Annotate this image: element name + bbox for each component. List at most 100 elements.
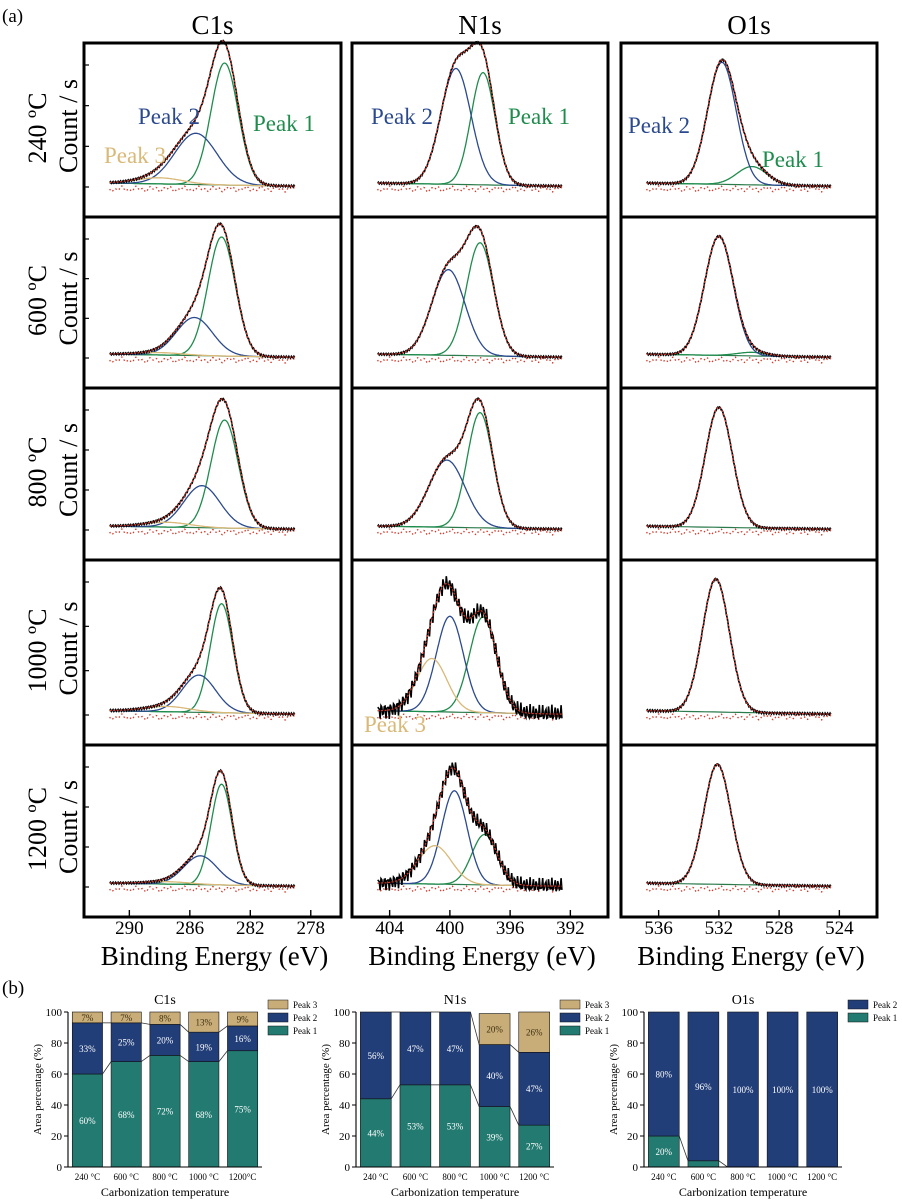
bar-category-label: 240 °C [75,1172,100,1182]
bar-data-label: 68% [118,1110,135,1120]
component-peak-1-line [377,242,562,358]
bar-segment-peak-2-1200-c [227,1025,259,1052]
bar-segment-peak-1-1200-c [227,1050,259,1168]
bar-segment-peak-2-1000-c [766,1011,799,1168]
legend-label-peak-3: Peak 3 [585,1000,610,1010]
component-peak-2-line [646,406,831,530]
bar-segment-peak-2-800-c [439,1011,471,1086]
bar-connector-line [509,1044,520,1053]
legend-label-peak-1: Peak 1 [293,1026,317,1036]
x-tick-label: 286 [176,918,205,939]
bar-segment-peak-1-240-c [71,1073,103,1168]
spectrum-panel-o1s-800-c [619,386,879,562]
bar-data-label: 96% [695,1082,712,1092]
raw-data-line [377,397,563,532]
bar-category-label: 800 °C [730,1172,755,1182]
bar-y-tick-label: 80 [51,1038,63,1050]
row-temperature-label: 1000 ºC [23,609,52,693]
bar-category-label: 1200°C [229,1172,257,1182]
row-temperature-label: 600 ºC [23,265,52,336]
panel-frame [619,558,879,747]
residual-line [109,356,296,364]
bar-chart-n1s: N1s Area percentage (%) Carbonization temp… [320,993,610,1199]
spectrum-title-o1s: O1s [727,10,771,40]
bar-y-tick-label: 100 [622,1007,639,1019]
spectrum-panel-c1s-1000-c [82,558,343,747]
panel-frame [82,558,343,747]
bar-category-label: 1200 °C [519,1172,549,1182]
component-peak-1-line [109,236,295,358]
bar-data-label: 27% [526,1142,543,1152]
raw-data-line [109,768,296,889]
x-tick-label: 532 [705,918,734,939]
bar-segment-peak-2-800-c [727,1011,759,1168]
fit-envelope-line [109,398,295,530]
bar-category-label: 1200 °C [807,1172,837,1182]
bar-chart-c1s: C1s Area percentage (%) Carbonization temp… [32,993,318,1199]
x-tick-label: 528 [765,918,794,939]
bar-y-tick-label: 80 [339,1038,351,1050]
x-tick-label: 524 [825,918,854,939]
fit-envelope-line [646,763,831,887]
raw-data-line [377,40,563,189]
residual-line [646,885,832,893]
bar-segment-peak-3-1000-c [478,1013,511,1045]
x-tick-label: 278 [297,918,326,939]
y-axis-title: Count / s [54,423,83,517]
legend-swatch-peak-2 [267,1012,289,1023]
bar-segment-peak-3-800-c [149,1011,181,1025]
annotation-peak-2: Peak 2 [138,104,200,129]
raw-data-line [646,763,832,889]
bar-data-label: 68% [196,1110,213,1120]
panel-frame [619,215,879,390]
fit-envelope-line [109,770,295,887]
legend-swatch-peak-3 [559,999,581,1010]
legend-label-peak-2: Peak 2 [585,1013,609,1023]
bar-segment-peak-1-600-c [399,1084,432,1168]
spectrum-title-c1s: C1s [191,10,233,40]
bar-chart-o1s: O1s Area percentage (%) Carbonization temp… [608,993,897,1199]
legend-swatch-peak-1 [267,1025,289,1036]
x-axis-title: Binding Energy (eV) [368,941,595,971]
spectrum-panel-o1s-1000-c [619,558,879,747]
row-label-0: 240 ºC Count / s [23,79,83,173]
panel-frame [82,386,343,562]
bar-y-tick-label: 20 [627,1131,639,1143]
bar-data-label: 7% [81,1013,94,1023]
x-axis-title: Binding Energy (eV) [637,941,864,971]
bar-data-label: 9% [237,1014,250,1024]
annotation-peak-2: Peak 2 [371,104,433,129]
fit-envelope-line [646,406,831,530]
raw-data-line [109,585,296,717]
panel-frame [619,386,879,562]
bar-category-label: 800 °C [152,1172,177,1182]
component-peak-3-line [377,657,562,715]
residual-line [377,528,563,536]
bar-y-tick-label: 60 [51,1069,63,1081]
fit-envelope-line [646,578,831,715]
bar-data-label: 40% [486,1071,503,1081]
bar-connector-line [470,1011,480,1045]
bar-y-tick-label: 40 [627,1100,639,1112]
spectrum-panel-c1s-1200-c [82,743,343,919]
bar-y-tick-label: 20 [339,1131,351,1143]
residual-line [646,528,832,536]
bar-data-label: 16% [234,1034,251,1044]
component-peak-2-line [646,578,831,715]
residual-line [646,356,832,364]
bar-data-label: 26% [526,1028,543,1038]
bar-connector-line [179,1055,189,1062]
legend-label-peak-1: Peak 1 [585,1026,609,1036]
raw-data-line [377,576,563,721]
bar-segment-peak-2-800-c [149,1024,181,1056]
bar-connector-line [218,1025,228,1033]
x-tick-label: 290 [115,918,144,939]
bar-x-axis-title: Carbonization temperature [391,1185,519,1199]
panel-frame [82,743,343,919]
bar-segment-peak-1-1000-c [188,1061,220,1168]
bar-y-axis-title: Area percentage (%) [608,1044,620,1135]
bar-y-tick-label: 60 [339,1069,351,1081]
residual-line [109,885,296,893]
bar-segment-peak-2-600-c [110,1022,142,1062]
raw-data-line [377,762,563,893]
